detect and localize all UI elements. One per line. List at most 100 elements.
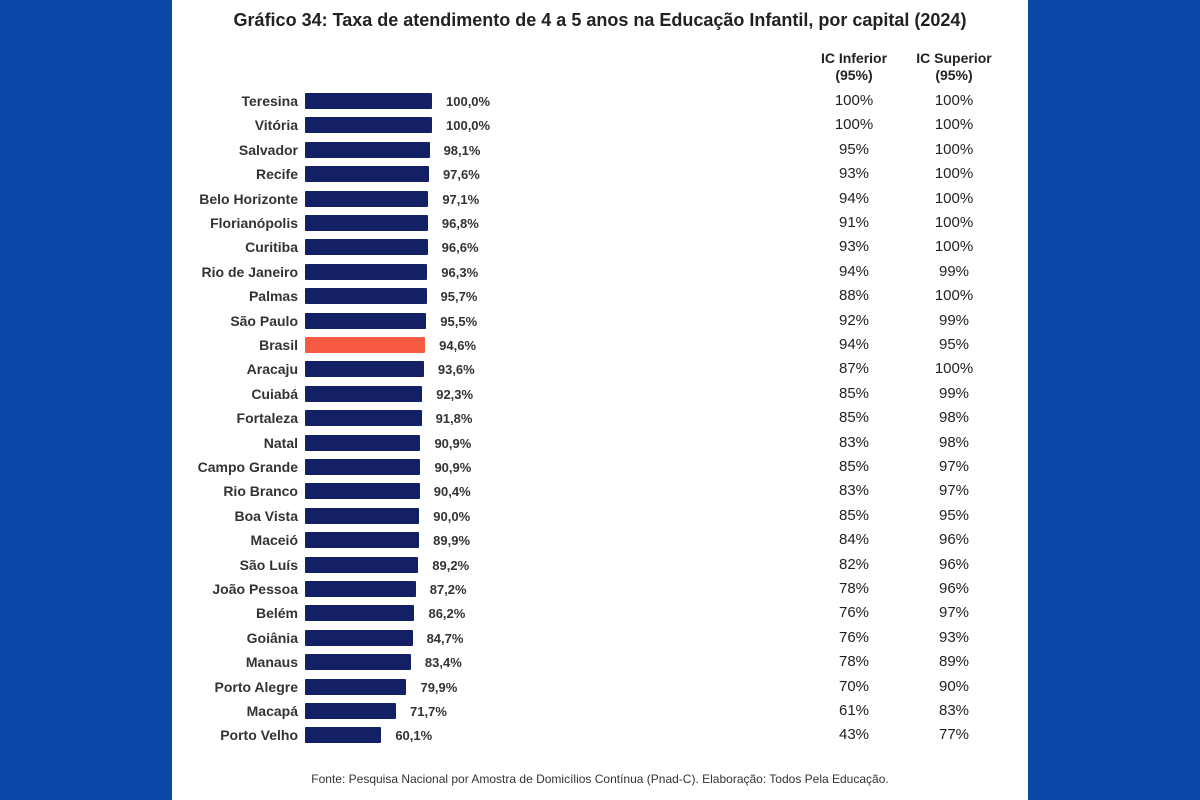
bar bbox=[305, 532, 420, 549]
ic-superior-header-line1: IC Superior bbox=[916, 50, 992, 66]
category-label: São Paulo bbox=[230, 312, 298, 329]
category-label: São Luís bbox=[239, 556, 298, 573]
value-label: 97,1% bbox=[442, 191, 480, 207]
ic-inferior-value: 85% bbox=[838, 506, 870, 524]
bar bbox=[305, 141, 430, 158]
table-row: Recife 97,6% 93% 100% bbox=[172, 163, 1028, 187]
table-row: Rio Branco 90,4% 83% 97% bbox=[172, 480, 1028, 504]
category-label: Vitória bbox=[254, 117, 298, 134]
value-label: 100,0% bbox=[446, 94, 491, 109]
ic-superior-value: 98% bbox=[938, 433, 970, 451]
ic-superior-value: 100% bbox=[934, 165, 974, 183]
ic-inferior-value: 94% bbox=[838, 336, 870, 353]
value-label: 91,8% bbox=[435, 411, 473, 427]
bar bbox=[305, 678, 407, 695]
category-label: Recife bbox=[255, 166, 298, 183]
value-label: 83,4% bbox=[424, 655, 462, 671]
ic-inferior-value: 83% bbox=[838, 433, 870, 451]
value-label: 89,2% bbox=[432, 557, 470, 573]
bar bbox=[305, 215, 428, 231]
category-label: Cuiabá bbox=[251, 385, 298, 402]
bar bbox=[305, 385, 423, 402]
ic-inferior-value: 100% bbox=[834, 116, 874, 134]
table-row: Palmas 95,7% 88% 100% bbox=[172, 285, 1028, 309]
ic-inferior-value: 92% bbox=[838, 311, 870, 329]
category-label: Aracaju bbox=[246, 361, 298, 378]
category-label: Macapá bbox=[246, 703, 298, 719]
table-row: Rio de Janeiro 96,3% 94% 99% bbox=[172, 261, 1028, 285]
ic-superior-value: 100% bbox=[934, 238, 974, 256]
chart-title: Gráfico 34: Taxa de atendimento de 4 a 5… bbox=[233, 10, 967, 30]
table-row: Manaus 83,4% 78% 89% bbox=[172, 651, 1028, 675]
ic-superior-value: 96% bbox=[938, 531, 970, 549]
bar bbox=[305, 166, 429, 183]
ic-inferior-value: 43% bbox=[838, 726, 870, 744]
value-label: 89,9% bbox=[433, 533, 471, 549]
category-label: Belém bbox=[255, 605, 298, 622]
ic-inferior-header-line1: IC Inferior bbox=[820, 50, 888, 66]
category-label: Manaus bbox=[245, 654, 298, 671]
ic-superior-value: 97% bbox=[938, 458, 970, 475]
ic-superior-value: 100% bbox=[934, 92, 974, 109]
bar bbox=[305, 239, 428, 256]
value-label: 87,2% bbox=[429, 582, 467, 597]
table-row: Goiânia 84,7% 76% 93% bbox=[172, 627, 1028, 651]
category-label: Belo Horizonte bbox=[199, 190, 298, 207]
bar bbox=[305, 605, 415, 622]
category-label: Florianópolis bbox=[210, 215, 298, 231]
bar bbox=[305, 654, 411, 671]
value-label: 90,9% bbox=[434, 435, 472, 451]
category-label: Brasil bbox=[259, 337, 298, 353]
bar bbox=[305, 337, 426, 353]
ic-inferior-value: 85% bbox=[838, 458, 870, 475]
value-label: 96,6% bbox=[441, 240, 479, 256]
bar bbox=[305, 93, 432, 109]
ic-inferior-value: 85% bbox=[838, 409, 870, 427]
category-label: Campo Grande bbox=[197, 459, 298, 475]
ic-superior-value: 97% bbox=[938, 604, 970, 622]
ic-superior-value: 89% bbox=[938, 653, 970, 671]
value-label: 79,9% bbox=[420, 679, 458, 695]
table-row: Campo Grande 90,9% 85% 97% bbox=[172, 456, 1028, 480]
value-label: 86,2% bbox=[428, 606, 466, 622]
ic-superior-value: 95% bbox=[938, 336, 970, 353]
ic-inferior-value: 95% bbox=[838, 140, 870, 158]
bar bbox=[305, 410, 422, 427]
ic-inferior-value: 93% bbox=[838, 165, 870, 183]
value-label: 92,3% bbox=[436, 386, 474, 402]
value-label: 60,1% bbox=[395, 728, 433, 744]
ic-superior-value: 100% bbox=[934, 360, 974, 378]
category-label: Curitiba bbox=[245, 239, 298, 256]
ic-inferior-value: 94% bbox=[838, 262, 870, 280]
bar bbox=[305, 629, 413, 646]
table-row: São Paulo 95,5% 92% 99% bbox=[172, 310, 1028, 334]
value-label: 84,7% bbox=[426, 630, 464, 646]
value-label: 90,4% bbox=[433, 484, 471, 500]
bar bbox=[305, 556, 419, 573]
value-label: 90,9% bbox=[434, 460, 472, 475]
category-label: Porto Alegre bbox=[214, 678, 299, 695]
value-label: 96,3% bbox=[441, 264, 479, 280]
table-row: Teresina 100,0% 100% 100% bbox=[172, 90, 1028, 114]
category-label: Rio Branco bbox=[223, 483, 298, 500]
table-row: Vitória 100,0% 100% 100% bbox=[172, 114, 1028, 138]
source-note: Fonte: Pesquisa Nacional por Amostra de … bbox=[311, 772, 889, 786]
category-label: Goiânia bbox=[246, 629, 298, 646]
bar bbox=[305, 727, 382, 744]
category-label: Rio de Janeiro bbox=[201, 263, 298, 280]
ic-superior-value: 99% bbox=[938, 384, 970, 402]
ic-inferior-value: 91% bbox=[838, 214, 870, 231]
category-label: Fortaleza bbox=[236, 410, 298, 427]
bar bbox=[305, 434, 421, 451]
ic-superior-header-line2: (95%) bbox=[935, 67, 973, 83]
ic-superior-value: 98% bbox=[938, 409, 970, 427]
table-row: Maceió 89,9% 84% 96% bbox=[172, 529, 1028, 553]
ic-superior-value: 99% bbox=[938, 311, 970, 329]
ic-superior-value: 77% bbox=[938, 726, 970, 744]
category-label: João Pessoa bbox=[212, 581, 298, 597]
ic-inferior-header: IC Inferior (95%) bbox=[794, 50, 914, 84]
ic-inferior-value: 88% bbox=[838, 287, 870, 305]
category-label: Boa Vista bbox=[234, 507, 298, 524]
ic-superior-value: 100% bbox=[934, 140, 974, 158]
table-row: Fortaleza 91,8% 85% 98% bbox=[172, 407, 1028, 431]
